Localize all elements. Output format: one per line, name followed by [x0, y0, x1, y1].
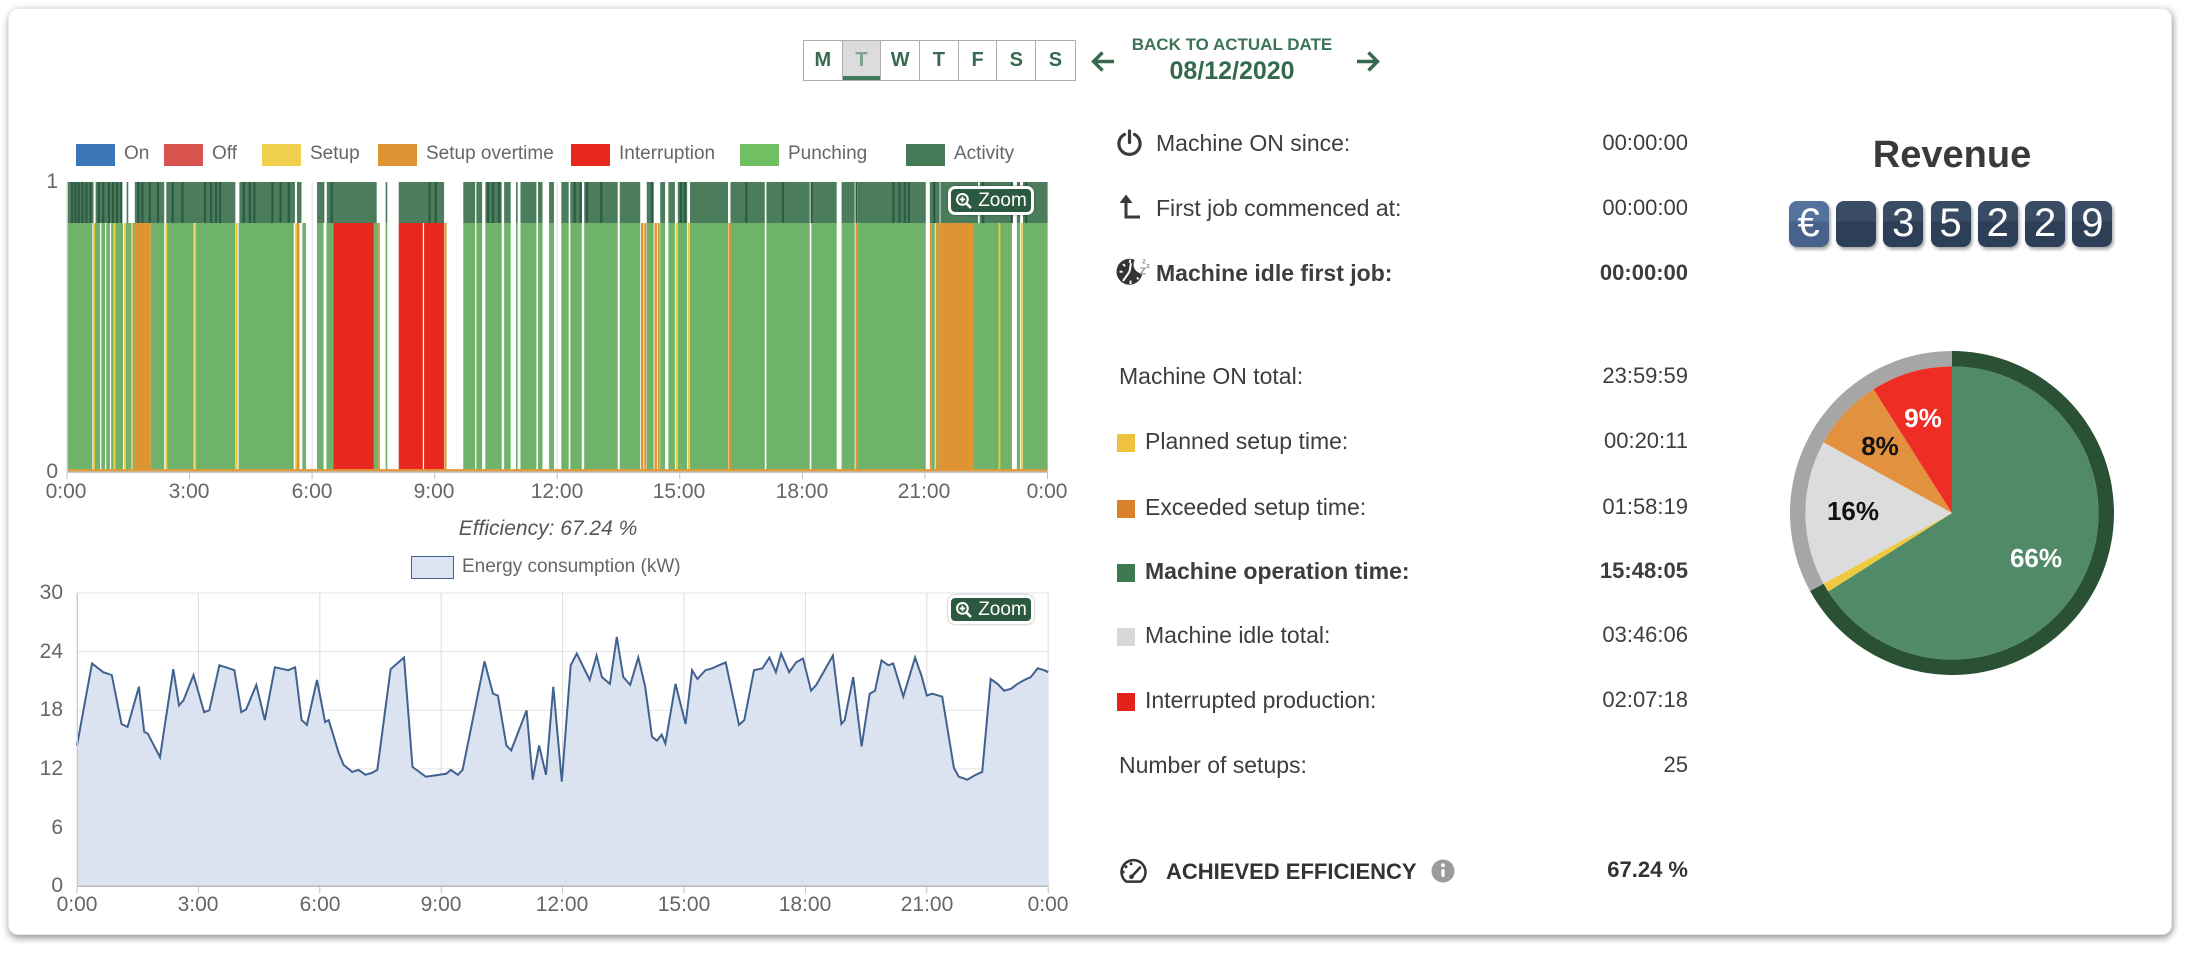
- svg-text:Z: Z: [1140, 265, 1147, 277]
- svg-text:66%: 66%: [2010, 543, 2062, 573]
- svg-text:z: z: [1142, 259, 1146, 266]
- svg-text:9%: 9%: [1904, 403, 1942, 433]
- svg-text:z: z: [1146, 261, 1150, 270]
- svg-text:16%: 16%: [1827, 496, 1879, 526]
- svg-text:8%: 8%: [1861, 431, 1899, 461]
